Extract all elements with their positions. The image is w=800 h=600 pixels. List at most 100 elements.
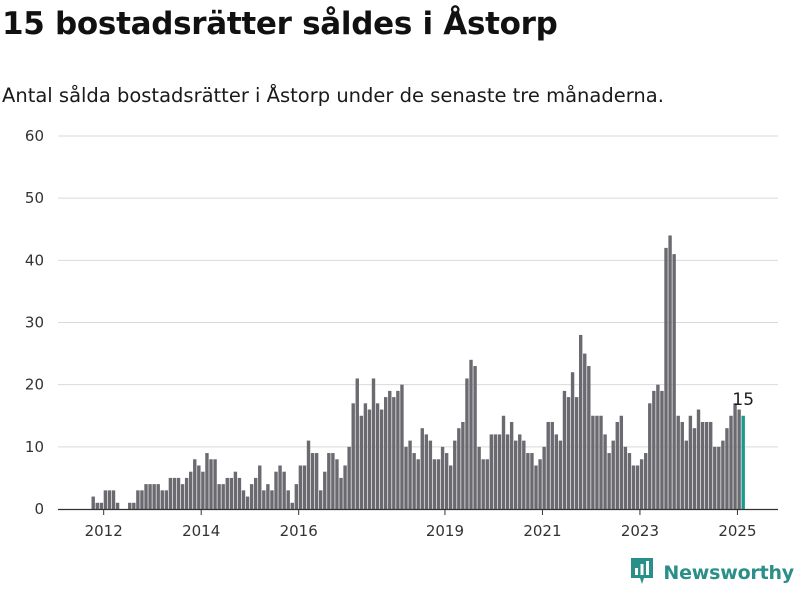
bar [700, 421, 705, 509]
bar [286, 490, 290, 509]
bar [201, 471, 205, 509]
bar [115, 502, 120, 509]
bar [436, 459, 441, 509]
y-tick-label: 0 [34, 500, 44, 518]
bar [619, 415, 624, 509]
bar [648, 403, 652, 509]
bar [241, 490, 246, 509]
bar [408, 440, 412, 509]
newsworthy-logo-icon [629, 556, 655, 590]
bar [189, 471, 193, 509]
bar [351, 403, 355, 509]
bar [229, 477, 234, 509]
bar [477, 446, 481, 509]
bar [574, 397, 579, 509]
y-tick-label: 60 [25, 127, 44, 145]
bar [550, 421, 554, 509]
bar [388, 390, 392, 509]
bar [310, 453, 315, 509]
bar [404, 446, 408, 509]
bar [591, 415, 595, 509]
bar [522, 440, 526, 509]
bar [652, 390, 656, 509]
bar [733, 403, 737, 509]
chart-subtitle: Antal sålda bostadsrätter i Åstorp under… [2, 84, 664, 107]
bar [449, 465, 453, 509]
bar [294, 484, 299, 509]
bar [148, 484, 152, 509]
bar [461, 421, 465, 509]
bar [611, 440, 615, 509]
bar [371, 378, 376, 509]
bar [465, 378, 469, 509]
bar [314, 453, 319, 509]
bar [270, 490, 274, 509]
bar-highlight [741, 415, 745, 509]
bar [526, 453, 530, 509]
bar [343, 465, 347, 509]
bar [339, 477, 343, 509]
bar [262, 490, 266, 509]
bar [111, 490, 116, 509]
bar [335, 459, 339, 509]
newsworthy-brand[interactable]: Newsworthy [629, 556, 794, 590]
bar [278, 465, 282, 509]
bar [107, 490, 112, 509]
bar [233, 471, 238, 509]
bar [140, 490, 144, 509]
bar [258, 465, 262, 509]
bar [501, 415, 506, 509]
bar [558, 440, 563, 509]
bar [664, 247, 668, 509]
x-tick-label: 2019 [426, 522, 464, 540]
bar [725, 428, 729, 509]
bar [660, 390, 664, 509]
bar [684, 440, 689, 509]
bar [505, 434, 510, 509]
bar [428, 440, 433, 509]
bar [566, 397, 571, 509]
bar [217, 484, 221, 509]
bar [729, 415, 733, 509]
x-tick-label: 2025 [718, 522, 756, 540]
bar [237, 477, 242, 509]
bar [160, 490, 164, 509]
bar [128, 502, 132, 509]
y-tick-label: 10 [25, 438, 44, 456]
bar [680, 421, 684, 509]
bar [485, 459, 489, 509]
bar [713, 446, 717, 509]
bar [534, 465, 538, 509]
bar [607, 453, 611, 509]
bar [221, 484, 225, 509]
bar [692, 428, 697, 509]
bar [91, 496, 95, 509]
bar [623, 446, 628, 509]
bar [266, 484, 270, 509]
bar [168, 477, 173, 509]
bar [180, 484, 185, 509]
bar [132, 502, 136, 509]
bar [497, 434, 502, 509]
bar [209, 459, 213, 509]
y-tick-label: 40 [25, 251, 44, 269]
bar [570, 372, 575, 509]
bar [546, 421, 550, 509]
x-tick-label: 2012 [85, 522, 123, 540]
bar [631, 465, 636, 509]
bar [375, 403, 380, 509]
bar [412, 453, 416, 509]
bar [453, 440, 457, 509]
bar [416, 459, 420, 509]
bar [355, 378, 359, 509]
bar [197, 465, 201, 509]
bar [696, 409, 701, 509]
bar [359, 415, 364, 509]
bar [176, 477, 181, 509]
bar [367, 409, 372, 509]
bar [392, 397, 396, 509]
x-tick-label: 2014 [182, 522, 220, 540]
bar [509, 421, 514, 509]
bar [493, 434, 498, 509]
bar [327, 453, 331, 509]
